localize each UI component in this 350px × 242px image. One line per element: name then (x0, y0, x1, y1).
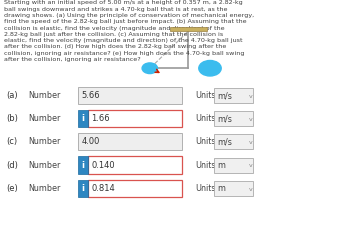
Circle shape (199, 60, 221, 76)
Text: (c): (c) (6, 137, 18, 146)
Bar (170, 27, 206, 31)
Bar (78, 110, 88, 127)
Bar (214, 134, 253, 149)
Text: Number: Number (29, 91, 61, 100)
Text: Number: Number (29, 160, 61, 170)
Text: i: i (81, 184, 84, 193)
Text: i: i (81, 114, 84, 123)
Text: Number: Number (29, 137, 61, 146)
Bar (78, 87, 182, 104)
Text: v: v (248, 187, 252, 192)
Bar (214, 158, 253, 173)
Text: m: m (217, 160, 225, 170)
Text: 0.814: 0.814 (91, 184, 115, 193)
Text: m/s: m/s (217, 114, 232, 123)
Bar (88, 156, 182, 174)
Bar (214, 88, 253, 103)
Bar (78, 180, 88, 197)
Text: m/s: m/s (217, 137, 232, 146)
Text: m: m (217, 184, 225, 193)
Text: v: v (248, 163, 252, 168)
Text: Units: Units (195, 114, 216, 123)
Text: Units: Units (195, 160, 216, 170)
Bar (78, 133, 182, 150)
Text: 5.66: 5.66 (81, 91, 100, 100)
Text: (a): (a) (6, 91, 18, 100)
Bar (88, 180, 182, 197)
Text: (e): (e) (6, 184, 18, 193)
Text: Number: Number (29, 184, 61, 193)
Bar (214, 181, 253, 196)
Text: 0.140: 0.140 (91, 160, 115, 170)
Text: v: v (248, 140, 252, 144)
Bar (78, 156, 88, 174)
Bar (88, 110, 182, 127)
Text: i: i (81, 160, 84, 170)
Text: Number: Number (29, 114, 61, 123)
Text: 1.66: 1.66 (91, 114, 110, 123)
Text: 4.00: 4.00 (81, 137, 100, 146)
Bar (214, 111, 253, 126)
Text: Starting with an initial speed of 5.00 m/s at a height of 0.357 m, a 2.82-kg
bal: Starting with an initial speed of 5.00 m… (4, 0, 254, 62)
Text: Units: Units (195, 137, 216, 146)
Text: v: v (248, 94, 252, 98)
Text: m/s: m/s (217, 91, 232, 100)
Text: (b): (b) (6, 114, 18, 123)
Text: Units: Units (195, 91, 216, 100)
Text: Units: Units (195, 184, 216, 193)
Text: v: v (248, 117, 252, 121)
Text: (d): (d) (6, 160, 18, 170)
Circle shape (142, 63, 158, 74)
